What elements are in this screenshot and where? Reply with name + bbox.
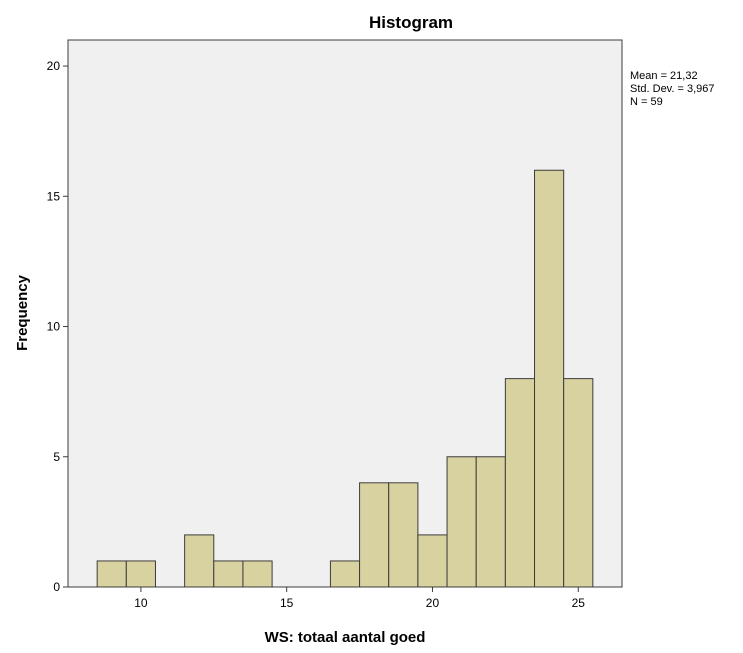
x-tick-label: 20 [426, 596, 440, 610]
histogram-bar [447, 457, 476, 587]
histogram-bar [126, 561, 155, 587]
histogram-bar [330, 561, 359, 587]
chart-title: Histogram [369, 13, 453, 32]
histogram-bar [476, 457, 505, 587]
y-tick-label: 20 [47, 59, 61, 73]
x-tick-label: 25 [572, 596, 586, 610]
histogram-bar [535, 170, 564, 587]
y-axis: 0 5 10 15 20 [47, 59, 68, 594]
histogram-bar [243, 561, 272, 587]
stats-mean: Mean = 21,32 [630, 70, 698, 82]
histogram-bar [214, 561, 243, 587]
x-tick-label: 10 [134, 596, 148, 610]
x-axis: 10 15 20 25 [134, 587, 585, 610]
stats-box: Mean = 21,32 Std. Dev. = 3,967 N = 59 [630, 70, 715, 108]
y-tick-label: 0 [53, 580, 60, 594]
histogram-bar [564, 379, 593, 587]
y-tick-label: 15 [47, 189, 61, 203]
stats-n: N = 59 [630, 96, 663, 108]
y-axis-title: Frequency [14, 274, 31, 351]
x-tick-label: 15 [280, 596, 294, 610]
histogram-bar [418, 535, 447, 587]
stats-std-dev: Std. Dev. = 3,967 [630, 83, 715, 95]
histogram-bar [360, 483, 389, 587]
histogram-bar [185, 535, 214, 587]
y-tick-label: 5 [53, 450, 60, 464]
histogram-bar [389, 483, 418, 587]
histogram-bar [505, 379, 534, 587]
histogram-bar [97, 561, 126, 587]
y-tick-label: 10 [47, 320, 61, 334]
x-axis-title: WS: totaal aantal goed [265, 629, 426, 646]
